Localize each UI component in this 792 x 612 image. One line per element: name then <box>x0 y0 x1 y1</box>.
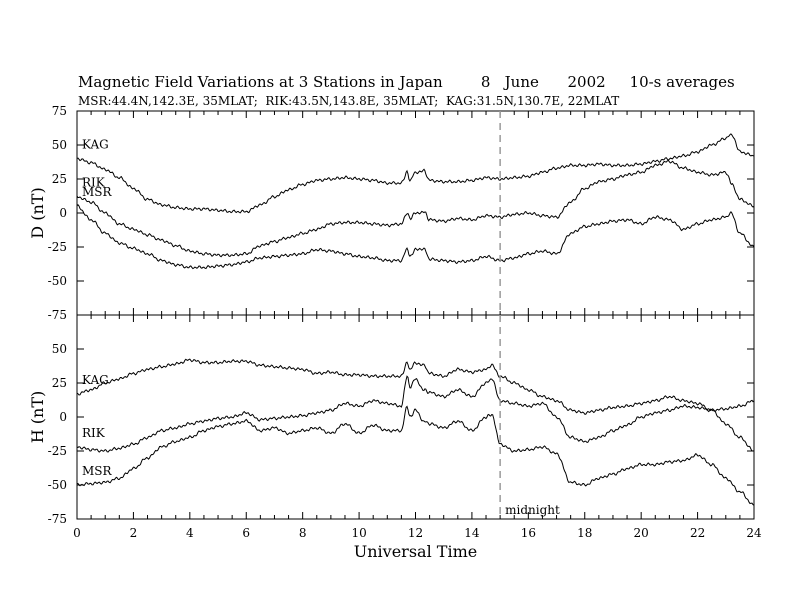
d-y-tick-label: 50 <box>52 138 67 152</box>
h-series-kag-line <box>76 358 755 415</box>
d-y-tick-label: -25 <box>48 240 67 254</box>
chart-title: Magnetic Field Variations at 3 Stations … <box>78 73 735 91</box>
d-y-tick-label: 0 <box>59 206 67 220</box>
title-month: June <box>504 73 539 91</box>
h-y-tick-label: -25 <box>48 444 67 458</box>
x-tick-label: 10 <box>351 526 366 540</box>
title-year: 2002 <box>567 73 606 91</box>
h-y-tick-label: 25 <box>52 376 67 390</box>
d-series-label-kag: KAG <box>82 138 109 152</box>
d-y-tick-label: -50 <box>48 274 67 288</box>
d-series-rik-line <box>76 159 755 258</box>
x-tick-label: 0 <box>73 526 81 540</box>
x-tick-label: 4 <box>186 526 194 540</box>
d-plot-frame <box>76 110 755 316</box>
x-tick-label: 18 <box>577 526 592 540</box>
x-tick-label: 24 <box>746 526 762 540</box>
d-series-kag-line <box>76 133 755 214</box>
midnight-label: midnight <box>505 503 560 517</box>
x-tick-label: 14 <box>464 526 480 540</box>
h-y-tick-label: 50 <box>52 342 67 356</box>
title-averaging: 10-s averages <box>629 73 735 91</box>
h-plot-frame <box>76 314 755 520</box>
x-tick-label: 22 <box>690 526 705 540</box>
x-tick-label: 6 <box>242 526 250 540</box>
h-series-label-rik: RIK <box>82 426 106 440</box>
d-series-msr-line <box>76 204 755 270</box>
d-series-label-rik: RIK <box>82 176 106 190</box>
d-y-tick-label: 75 <box>52 104 67 118</box>
h-y-tick-label: -50 <box>48 478 67 492</box>
x-tick-label: 8 <box>299 526 307 540</box>
x-tick-label: 2 <box>130 526 138 540</box>
h-series-label-kag: KAG <box>82 373 109 387</box>
chart-subtitle: MSR:44.4N,142.3E, 35MLAT; RIK:43.5N,143.… <box>78 94 620 108</box>
x-tick-label: 16 <box>521 526 536 540</box>
d-y-axis-label: D (nT) <box>28 187 47 238</box>
x-tick-label: 20 <box>634 526 649 540</box>
d-y-tick-label: -75 <box>48 308 67 322</box>
d-y-tick-label: 25 <box>52 172 67 186</box>
d-series-label-msr: MSR <box>82 185 113 199</box>
title-main: Magnetic Field Variations at 3 Stations … <box>78 73 443 91</box>
title-day: 8 <box>480 73 491 91</box>
h-series-rik-line <box>76 375 755 453</box>
h-y-tick-label: 0 <box>59 410 67 424</box>
h-series-msr-line <box>76 405 755 506</box>
h-y-tick-label: -75 <box>48 512 67 526</box>
h-y-axis-label: H (nT) <box>28 391 47 444</box>
x-tick-label: 12 <box>408 526 423 540</box>
x-axis-label: Universal Time <box>354 542 477 561</box>
h-series-label-msr: MSR <box>82 464 113 478</box>
